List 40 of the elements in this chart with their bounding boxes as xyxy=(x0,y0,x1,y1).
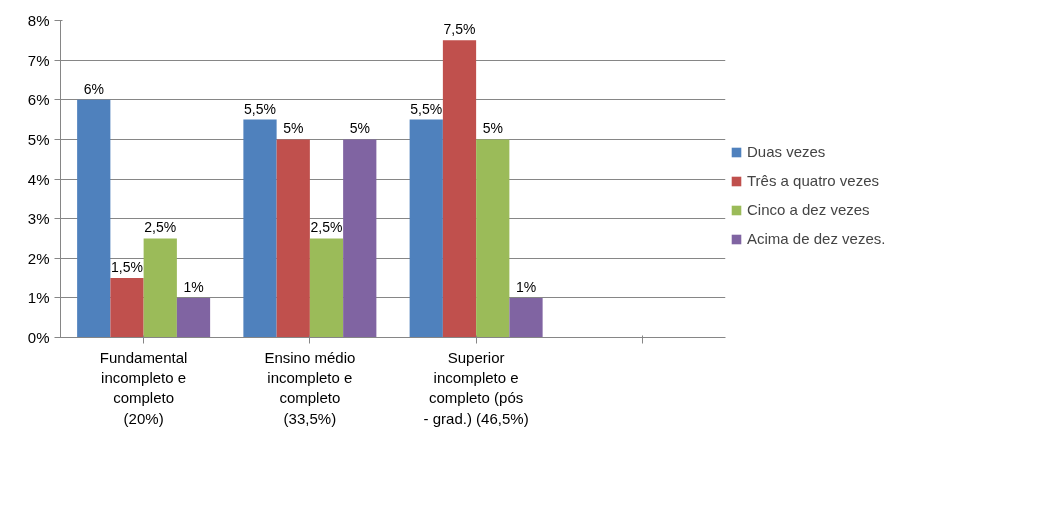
x-tick-label: Ensino médio incompleto e completo (33,5%) xyxy=(264,348,356,427)
y-tick-label: 5% xyxy=(27,130,50,148)
y-tick-label: 8% xyxy=(27,12,50,29)
bar xyxy=(276,139,310,338)
data-label: 5% xyxy=(349,120,370,137)
legend-label: Cinco a dez vezes xyxy=(747,201,870,218)
legend-label: Três a quatro vezes xyxy=(747,172,880,189)
data-label: 5% xyxy=(283,120,304,137)
data-label: 5,5% xyxy=(410,100,443,117)
y-tick-label: 7% xyxy=(27,51,50,69)
data-label: 2,5% xyxy=(310,219,343,236)
y-tick-label: 4% xyxy=(27,170,50,188)
bar xyxy=(476,139,510,338)
y-tick-label: 0% xyxy=(27,329,50,346)
legend-label: Acima de dez vezes. xyxy=(747,230,886,247)
data-label: 1,5% xyxy=(111,259,143,276)
data-label: 6% xyxy=(83,80,104,97)
bar xyxy=(110,278,144,338)
y-tick-label: 1% xyxy=(27,289,50,307)
bar xyxy=(243,119,277,338)
bar xyxy=(176,297,211,338)
data-label: 5% xyxy=(482,120,503,137)
data-label: 2,5% xyxy=(144,219,177,236)
bar xyxy=(77,99,111,338)
bar xyxy=(309,238,344,338)
bar xyxy=(442,40,477,338)
bar xyxy=(143,238,177,338)
data-label: 1% xyxy=(515,278,537,295)
bar xyxy=(343,139,377,338)
y-tick-label: 3% xyxy=(27,210,50,228)
legend-label: Duas vezes xyxy=(747,143,826,160)
y-tick-label: 2% xyxy=(27,249,50,267)
bar xyxy=(409,119,443,338)
data-label: 1% xyxy=(183,278,204,295)
y-tick-label: 6% xyxy=(27,91,50,109)
data-label: 7,5% xyxy=(443,21,476,38)
x-tick-label: Fundamental incompleto e completo (20%) xyxy=(99,348,188,427)
x-tick-label: Superior incompleto e completo (pós - grad.) (46,5%) xyxy=(423,348,529,427)
data-label: 5,5% xyxy=(244,100,276,117)
bar xyxy=(509,297,543,338)
